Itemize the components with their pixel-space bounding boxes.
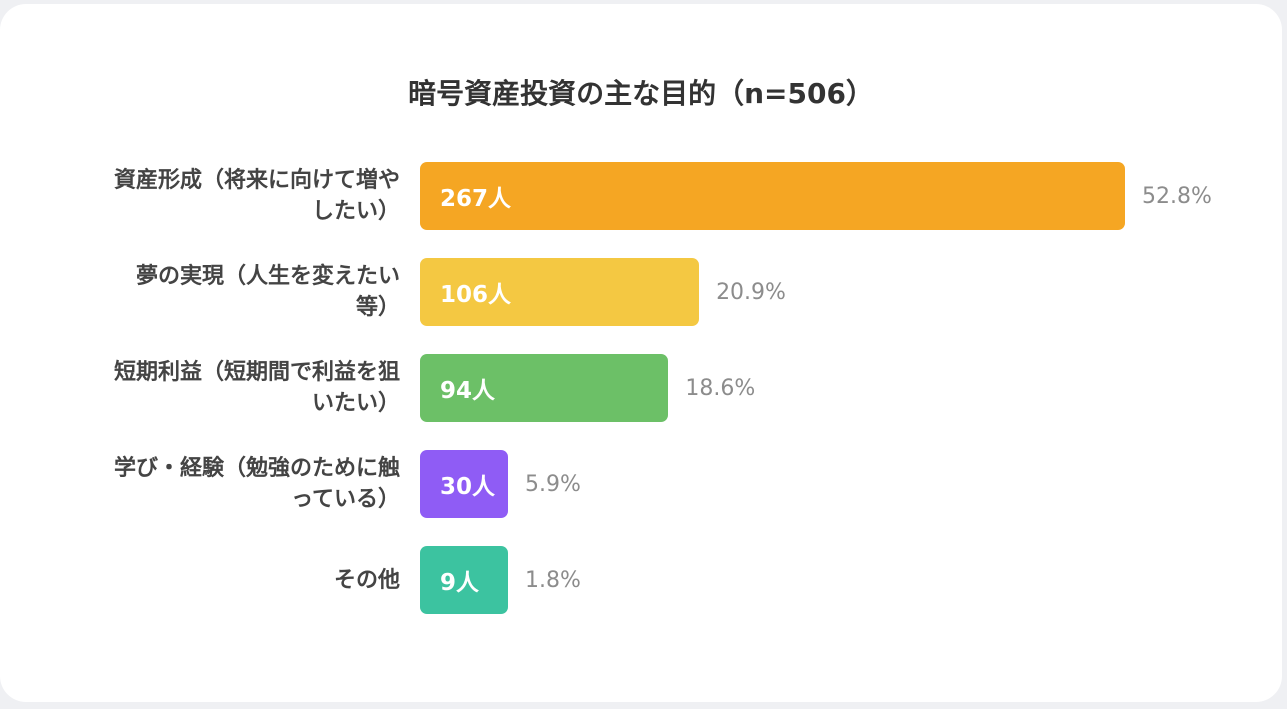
category-label: その他 <box>60 546 400 614</box>
category-label-line: っている） <box>291 487 400 512</box>
chart-title: 暗号資産投資の主な目的（n=506） <box>408 77 874 110</box>
category-label-line: 等） <box>355 295 400 320</box>
bar-value-label: 106人 <box>440 282 512 308</box>
chart-card: 暗号資産投資の主な目的（n=506） 資産形成（将来に向けて増やしたい） 267人… <box>0 4 1282 702</box>
bar: 94人 <box>420 354 669 422</box>
bar-row: 学び・経験（勉強のために触っている） 30人 5.9% <box>0 450 1282 518</box>
bar-row: 短期利益（短期間で利益を狙いたい） 94人 18.6% <box>0 354 1282 422</box>
category-label: 学び・経験（勉強のために触っている） <box>60 450 400 518</box>
category-label: 夢の実現（人生を変えたい等） <box>60 258 400 326</box>
bar-row: 夢の実現（人生を変えたい等） 106人 20.9% <box>0 258 1282 326</box>
category-label-line: 短期利益（短期間で利益を狙 <box>113 360 400 385</box>
category-label-line: 学び・経験（勉強のために触 <box>113 456 400 481</box>
category-label-line: 資産形成（将来に向けて増や <box>113 168 400 193</box>
category-label: 資産形成（将来に向けて増やしたい） <box>60 162 400 230</box>
percent-label: 20.9% <box>716 279 786 305</box>
bar-row: 資産形成（将来に向けて増やしたい） 267人 52.8% <box>0 162 1282 230</box>
category-label-line: その他 <box>333 567 400 593</box>
percent-label: 18.6% <box>685 375 756 401</box>
bar: 267人 <box>420 162 1125 230</box>
percent-label: 52.8% <box>1142 183 1212 209</box>
bar-value-label: 30人 <box>440 474 496 500</box>
bar: 30人 <box>420 450 508 518</box>
bar: 9人 <box>420 546 508 614</box>
category-label-line: いたい） <box>311 391 400 416</box>
bar-row: その他 9人 1.8% <box>0 546 1282 614</box>
bar-value-label: 94人 <box>440 378 496 404</box>
category-label-line: 夢の実現（人生を変えたい <box>135 264 400 289</box>
bar-value-label: 9人 <box>440 570 480 596</box>
percent-label: 5.9% <box>525 471 581 497</box>
percent-label: 1.8% <box>525 567 581 593</box>
category-label-line: したい） <box>311 199 400 224</box>
bar-value-label: 267人 <box>440 186 512 212</box>
bar: 106人 <box>420 258 700 326</box>
category-label: 短期利益（短期間で利益を狙いたい） <box>60 354 400 422</box>
